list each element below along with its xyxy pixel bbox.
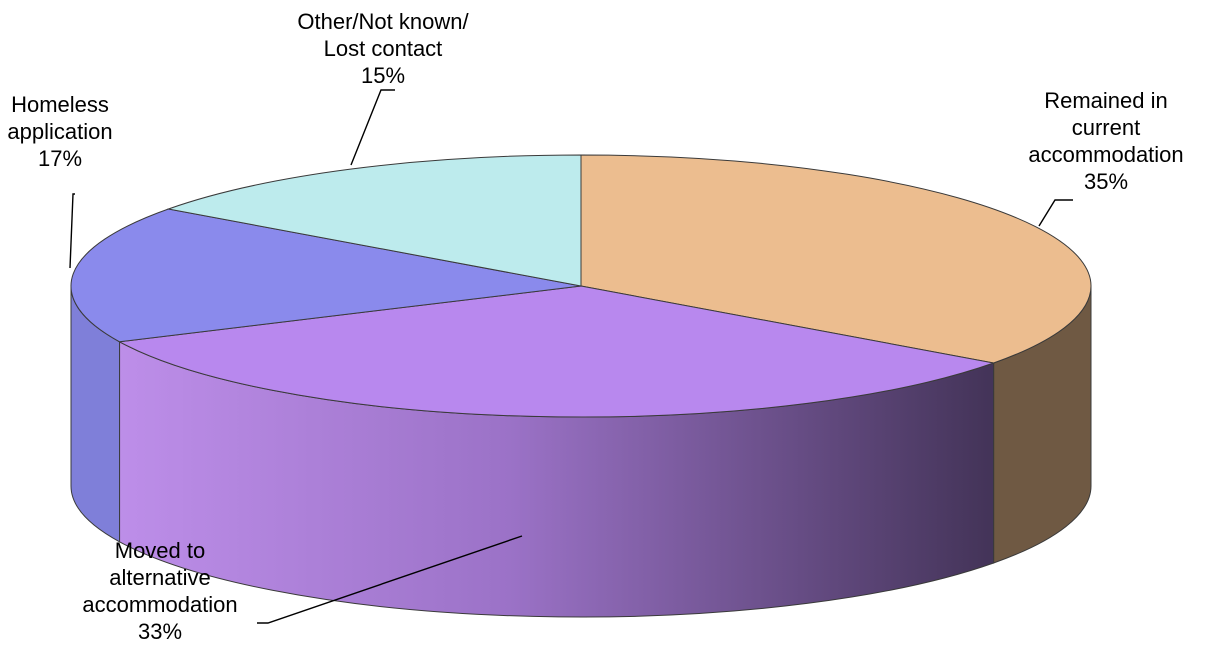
pie-slice-other-not-known xyxy=(166,154,582,287)
pie-slice-moved-to xyxy=(117,285,996,418)
data-label-homeless: application xyxy=(7,119,112,144)
data-label-percent-other-not-known: 15% xyxy=(361,63,405,88)
data-label-remained-in: Remained in xyxy=(1044,88,1168,113)
data-label-percent-homeless: 17% xyxy=(38,146,82,171)
data-label-remained-in: current xyxy=(1072,115,1140,140)
data-label-percent-remained-in: 35% xyxy=(1084,169,1128,194)
pie-slice-homeless xyxy=(70,208,582,343)
data-label-other-not-known: Lost contact xyxy=(324,36,443,61)
leader-line-other-not-known xyxy=(350,89,395,166)
leader-line-moved-to xyxy=(257,535,523,624)
leader-line-homeless xyxy=(69,193,75,269)
data-label-other-not-known: Other/Not known/ xyxy=(297,9,469,34)
pie-slice-remained-in xyxy=(580,154,1092,364)
data-label-remained-in: accommodation xyxy=(1028,142,1183,167)
data-label-percent-moved-to: 33% xyxy=(138,619,182,644)
data-label-moved-to: Moved to xyxy=(115,538,206,563)
leader-line-remained-in xyxy=(1038,199,1073,227)
data-label-homeless: Homeless xyxy=(11,92,109,117)
data-label-moved-to: alternative xyxy=(109,565,211,590)
data-label-moved-to: accommodation xyxy=(82,592,237,617)
